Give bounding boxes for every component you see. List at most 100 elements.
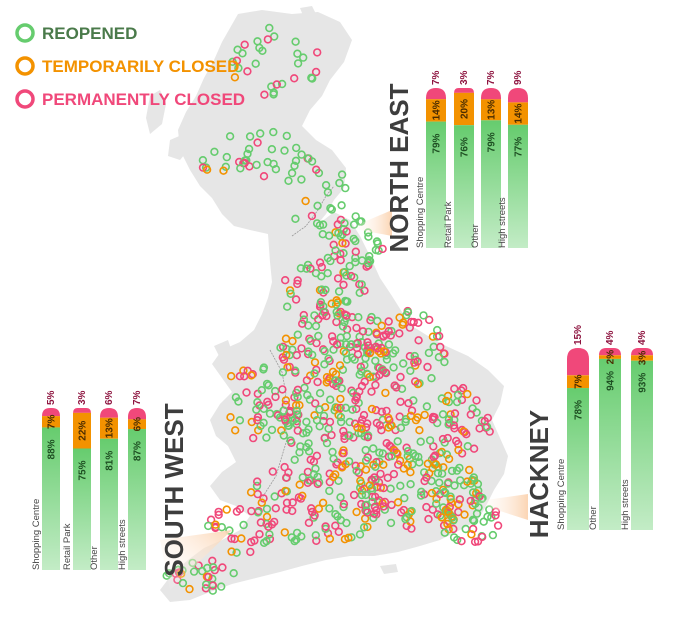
store-marker: [378, 244, 387, 254]
store-marker: [278, 385, 287, 394]
store-marker: [336, 333, 345, 342]
store-marker: [255, 529, 264, 539]
panel-title-north-east: NORTH EAST: [384, 83, 414, 252]
store-marker: [440, 528, 449, 537]
store-marker: [320, 346, 329, 356]
store-marker: [361, 490, 370, 500]
legend-marker-permanently-closed: [15, 89, 35, 109]
store-marker: [314, 504, 323, 513]
store-marker: [214, 510, 223, 519]
store-marker: [406, 480, 415, 489]
store-marker: [291, 401, 301, 410]
store-marker: [262, 504, 272, 514]
store-marker: [308, 350, 317, 360]
store-marker: [396, 481, 405, 490]
store-marker: [309, 470, 319, 479]
store-marker: [367, 404, 377, 414]
store-marker: [210, 147, 219, 157]
store-marker: [255, 43, 264, 53]
store-marker: [345, 417, 354, 427]
category-label-north-east-retail-park: Retail Park: [443, 201, 454, 248]
store-marker: [238, 49, 247, 58]
bar-permanently-closed-south-west-high-streets: [128, 408, 146, 420]
store-marker: [358, 415, 367, 424]
store-marker: [239, 366, 248, 375]
store-marker: [252, 405, 261, 414]
store-marker: [285, 351, 294, 360]
store-marker: [297, 344, 306, 353]
store-marker: [272, 80, 281, 89]
store-marker: [456, 476, 465, 485]
store-marker: [331, 246, 340, 255]
store-marker: [468, 515, 478, 524]
store-marker: [377, 426, 386, 435]
store-marker: [437, 469, 447, 478]
store-marker: [361, 465, 371, 474]
store-marker: [363, 258, 373, 268]
store-marker: [407, 506, 416, 516]
store-marker: [345, 261, 354, 271]
store-marker: [338, 238, 347, 248]
store-marker: [406, 468, 415, 477]
store-marker: [443, 479, 453, 488]
store-marker: [326, 204, 335, 213]
store-marker: [314, 331, 323, 341]
store-marker: [246, 547, 255, 557]
store-marker: [280, 146, 289, 155]
store-marker: [293, 276, 302, 285]
store-marker: [423, 362, 432, 372]
store-marker: [316, 298, 326, 307]
bar-permanently-closed-hackney-other: [599, 348, 621, 356]
store-marker: [270, 492, 279, 501]
store-marker: [225, 526, 234, 535]
store-marker: [454, 445, 463, 455]
store-marker: [440, 357, 449, 367]
store-marker: [478, 532, 487, 542]
category-label-south-west-high-streets: High streets: [117, 519, 128, 570]
store-marker: [217, 582, 226, 591]
store-marker: [364, 327, 373, 337]
store-marker: [342, 227, 351, 236]
store-marker: [435, 478, 444, 487]
store-marker: [395, 313, 404, 322]
store-marker: [303, 478, 312, 487]
label-permanently-closed-south-west-retail-park: 3%: [77, 390, 88, 405]
store-marker: [290, 161, 299, 171]
store-marker: [390, 381, 399, 390]
store-marker: [407, 406, 417, 415]
label-permanently-closed-south-west-high-streets: 7%: [132, 390, 143, 405]
store-marker: [299, 315, 309, 324]
category-label-south-west-other: Other: [89, 546, 100, 570]
category-label-north-east-high-streets: High streets: [497, 197, 508, 248]
store-marker: [286, 289, 295, 298]
store-marker: [361, 423, 371, 432]
store-marker: [340, 219, 349, 228]
label-reopened-south-west-retail-park: 75%: [78, 460, 89, 480]
bar-temporarily-closed-north-east-other: [481, 99, 501, 121]
store-marker: [335, 178, 344, 188]
store-marker: [419, 311, 428, 320]
store-marker: [293, 59, 303, 68]
store-marker: [400, 493, 409, 503]
store-marker: [290, 455, 299, 464]
store-marker: [454, 500, 463, 509]
store-marker: [209, 563, 218, 572]
store-marker: [491, 511, 500, 520]
bar-temporarily-closed-south-west-other: [100, 417, 118, 439]
store-marker: [470, 537, 480, 546]
store-marker: [404, 399, 413, 408]
store-marker: [339, 426, 348, 436]
store-marker: [243, 67, 252, 76]
store-marker: [324, 231, 334, 240]
store-marker: [336, 493, 345, 502]
store-marker: [256, 129, 265, 138]
store-marker: [263, 35, 273, 44]
store-marker: [371, 462, 380, 471]
store-marker: [264, 381, 273, 390]
store-marker: [281, 396, 291, 405]
store-marker: [245, 132, 255, 141]
store-marker: [469, 444, 479, 453]
store-marker: [370, 473, 379, 482]
label-temporarily-closed-south-west-retail-park: 22%: [78, 421, 89, 441]
